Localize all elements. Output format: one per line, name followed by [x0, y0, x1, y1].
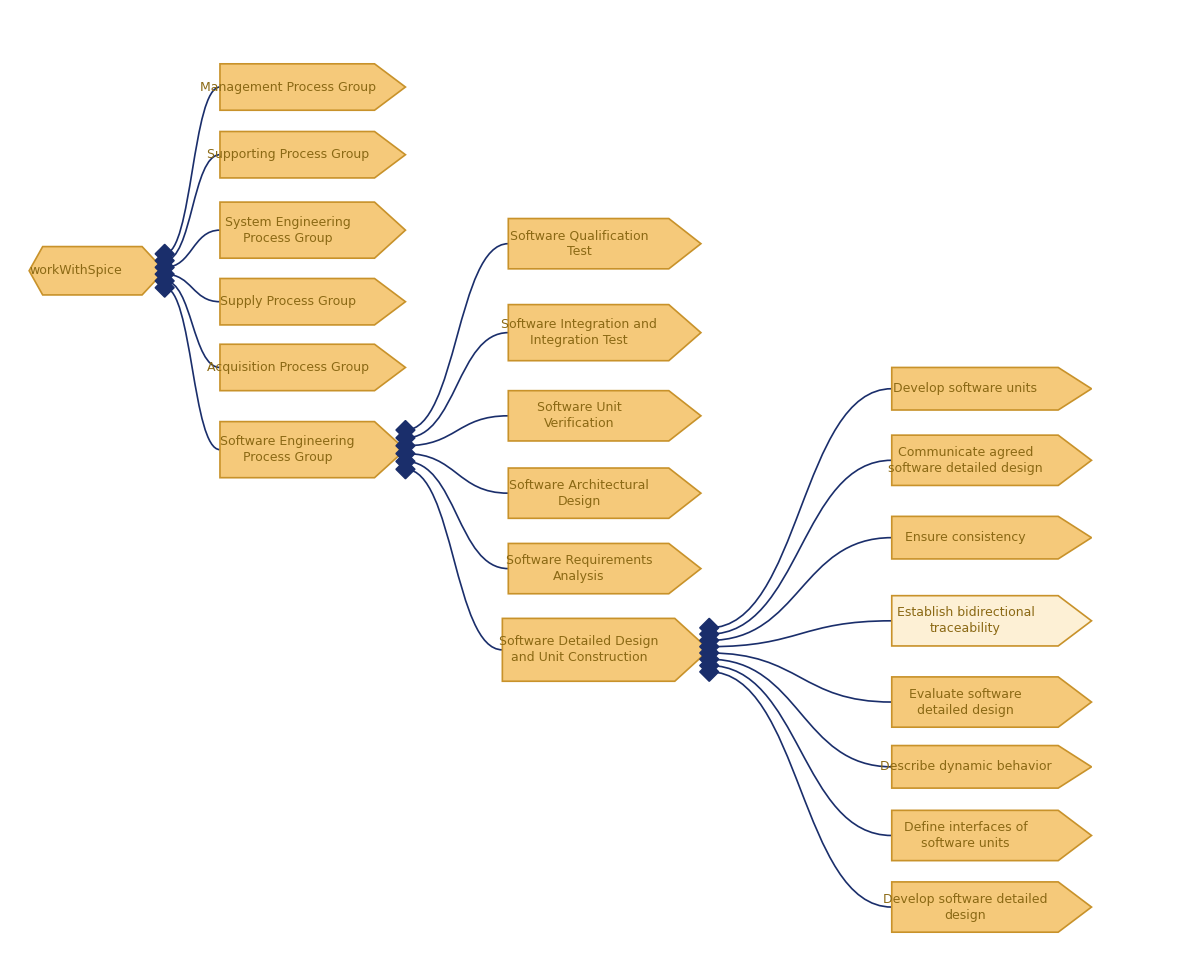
Polygon shape — [699, 656, 718, 675]
Polygon shape — [220, 344, 405, 391]
Polygon shape — [155, 272, 175, 290]
Polygon shape — [892, 677, 1092, 727]
Text: Develop software detailed
design: Develop software detailed design — [883, 893, 1048, 922]
Text: Develop software units: Develop software units — [893, 382, 1038, 396]
Polygon shape — [892, 596, 1092, 646]
Text: Software Integration and
Integration Test: Software Integration and Integration Tes… — [501, 318, 658, 347]
Polygon shape — [892, 367, 1092, 410]
Text: Establish bidirectional
traceability: Establish bidirectional traceability — [897, 606, 1034, 635]
Text: Describe dynamic behavior: Describe dynamic behavior — [880, 760, 1051, 774]
Polygon shape — [892, 810, 1092, 861]
Polygon shape — [396, 428, 415, 448]
Polygon shape — [29, 247, 164, 295]
Polygon shape — [699, 637, 718, 657]
Polygon shape — [396, 459, 415, 479]
Polygon shape — [699, 625, 718, 644]
Polygon shape — [509, 543, 702, 594]
Polygon shape — [155, 278, 175, 297]
Polygon shape — [699, 643, 718, 662]
Polygon shape — [155, 265, 175, 283]
Text: Communicate agreed
software detailed design: Communicate agreed software detailed des… — [888, 446, 1043, 475]
Text: Software Qualification
Test: Software Qualification Test — [510, 229, 648, 258]
Polygon shape — [396, 421, 415, 440]
Polygon shape — [220, 202, 405, 258]
Polygon shape — [220, 422, 405, 478]
Polygon shape — [155, 251, 175, 270]
Polygon shape — [699, 650, 718, 669]
Polygon shape — [220, 64, 405, 110]
Polygon shape — [220, 132, 405, 178]
Text: Define interfaces of
software units: Define interfaces of software units — [904, 821, 1027, 850]
Polygon shape — [892, 516, 1092, 559]
Polygon shape — [509, 468, 702, 518]
Text: workWithSpice: workWithSpice — [30, 264, 122, 278]
Polygon shape — [502, 619, 709, 681]
Polygon shape — [892, 435, 1092, 485]
Text: Software Engineering
Process Group: Software Engineering Process Group — [220, 435, 356, 464]
Text: Software Architectural
Design: Software Architectural Design — [509, 479, 649, 508]
Text: Supporting Process Group: Supporting Process Group — [207, 148, 369, 161]
Text: Ensure consistency: Ensure consistency — [905, 531, 1026, 544]
Text: Acquisition Process Group: Acquisition Process Group — [207, 361, 369, 374]
Text: Management Process Group: Management Process Group — [200, 80, 376, 94]
Polygon shape — [509, 391, 702, 441]
Polygon shape — [155, 245, 175, 263]
Polygon shape — [892, 882, 1092, 932]
Polygon shape — [155, 258, 175, 277]
Polygon shape — [509, 219, 702, 269]
Polygon shape — [699, 618, 718, 637]
Text: System Engineering
Process Group: System Engineering Process Group — [225, 216, 351, 245]
Text: Evaluate software
detailed design: Evaluate software detailed design — [910, 688, 1021, 717]
Text: Software Detailed Design
and Unit Construction: Software Detailed Design and Unit Constr… — [499, 635, 659, 664]
Polygon shape — [699, 630, 718, 650]
Polygon shape — [509, 305, 702, 361]
Polygon shape — [396, 436, 415, 455]
Text: Supply Process Group: Supply Process Group — [220, 295, 356, 308]
Polygon shape — [892, 746, 1092, 788]
Polygon shape — [396, 452, 415, 471]
Text: Software Unit
Verification: Software Unit Verification — [536, 401, 622, 430]
Text: Software Requirements
Analysis: Software Requirements Analysis — [505, 554, 653, 583]
Polygon shape — [220, 278, 405, 325]
Polygon shape — [396, 444, 415, 463]
Polygon shape — [699, 662, 718, 682]
